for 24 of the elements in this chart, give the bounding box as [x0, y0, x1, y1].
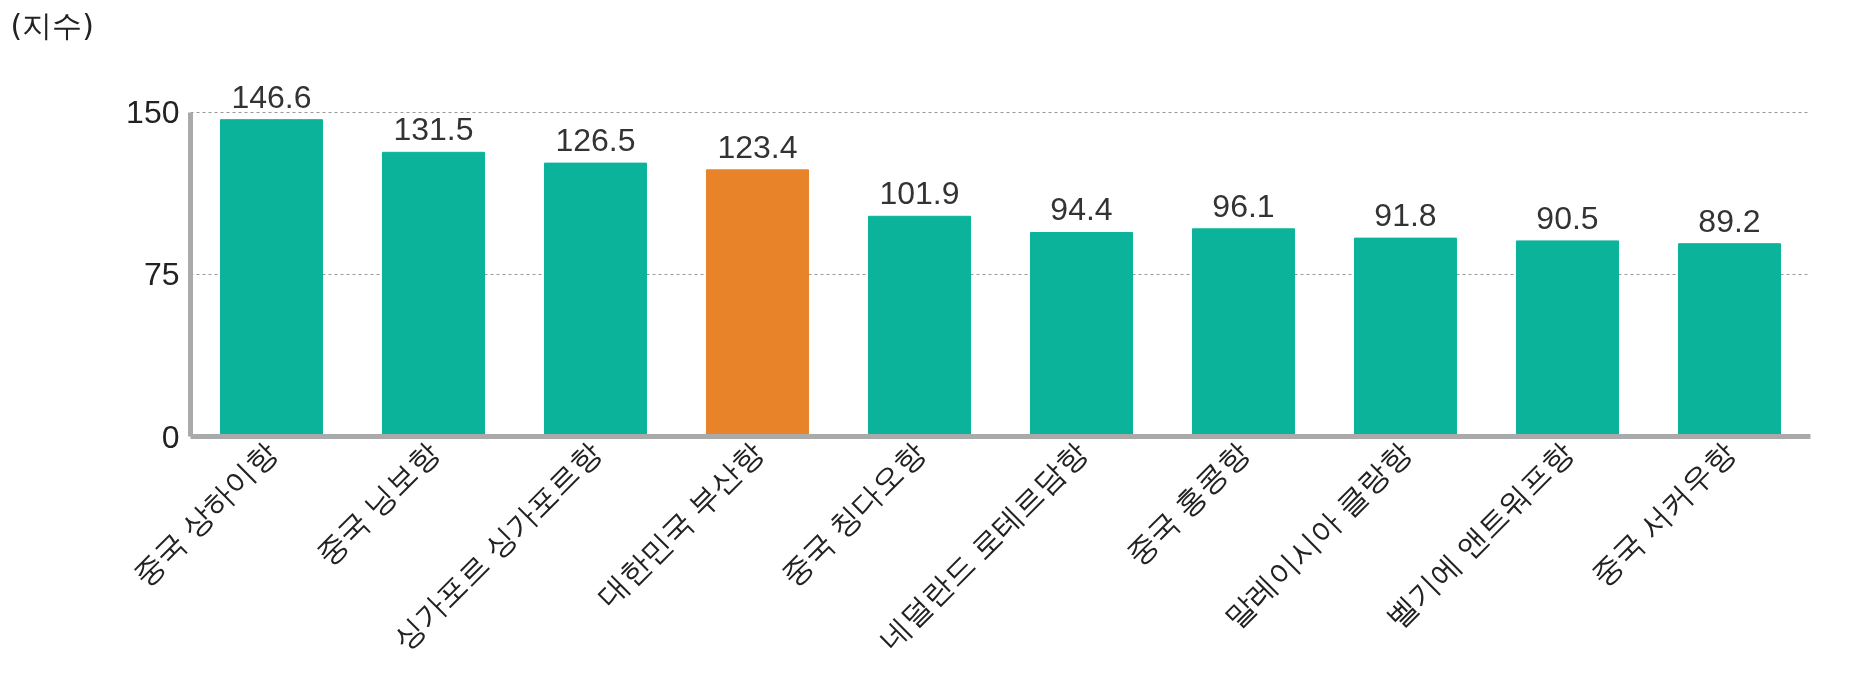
data-label: 123.4 — [717, 128, 798, 165]
bar — [1191, 228, 1296, 437]
bar — [1353, 237, 1458, 437]
bar — [1677, 243, 1782, 437]
data-label: 94.4 — [1050, 191, 1113, 228]
data-label: 131.5 — [393, 111, 474, 148]
bar — [1515, 240, 1620, 437]
y-axis-title: (지수) — [10, 7, 94, 43]
data-label: 101.9 — [879, 175, 960, 212]
y-tick-label: 150 — [126, 94, 180, 131]
y-tick-label: 0 — [161, 418, 180, 455]
bar — [219, 119, 324, 437]
data-label: 91.8 — [1374, 197, 1437, 234]
bar — [1029, 231, 1134, 437]
bar — [705, 169, 810, 437]
bar — [381, 151, 486, 437]
data-label: 96.1 — [1212, 187, 1275, 224]
data-label: 89.2 — [1698, 202, 1761, 239]
data-label: 126.5 — [555, 122, 636, 159]
data-label: 90.5 — [1536, 199, 1599, 236]
bar — [867, 215, 972, 437]
bar — [543, 162, 648, 437]
data-label: 146.6 — [231, 78, 312, 115]
y-tick-label: 75 — [143, 256, 180, 293]
